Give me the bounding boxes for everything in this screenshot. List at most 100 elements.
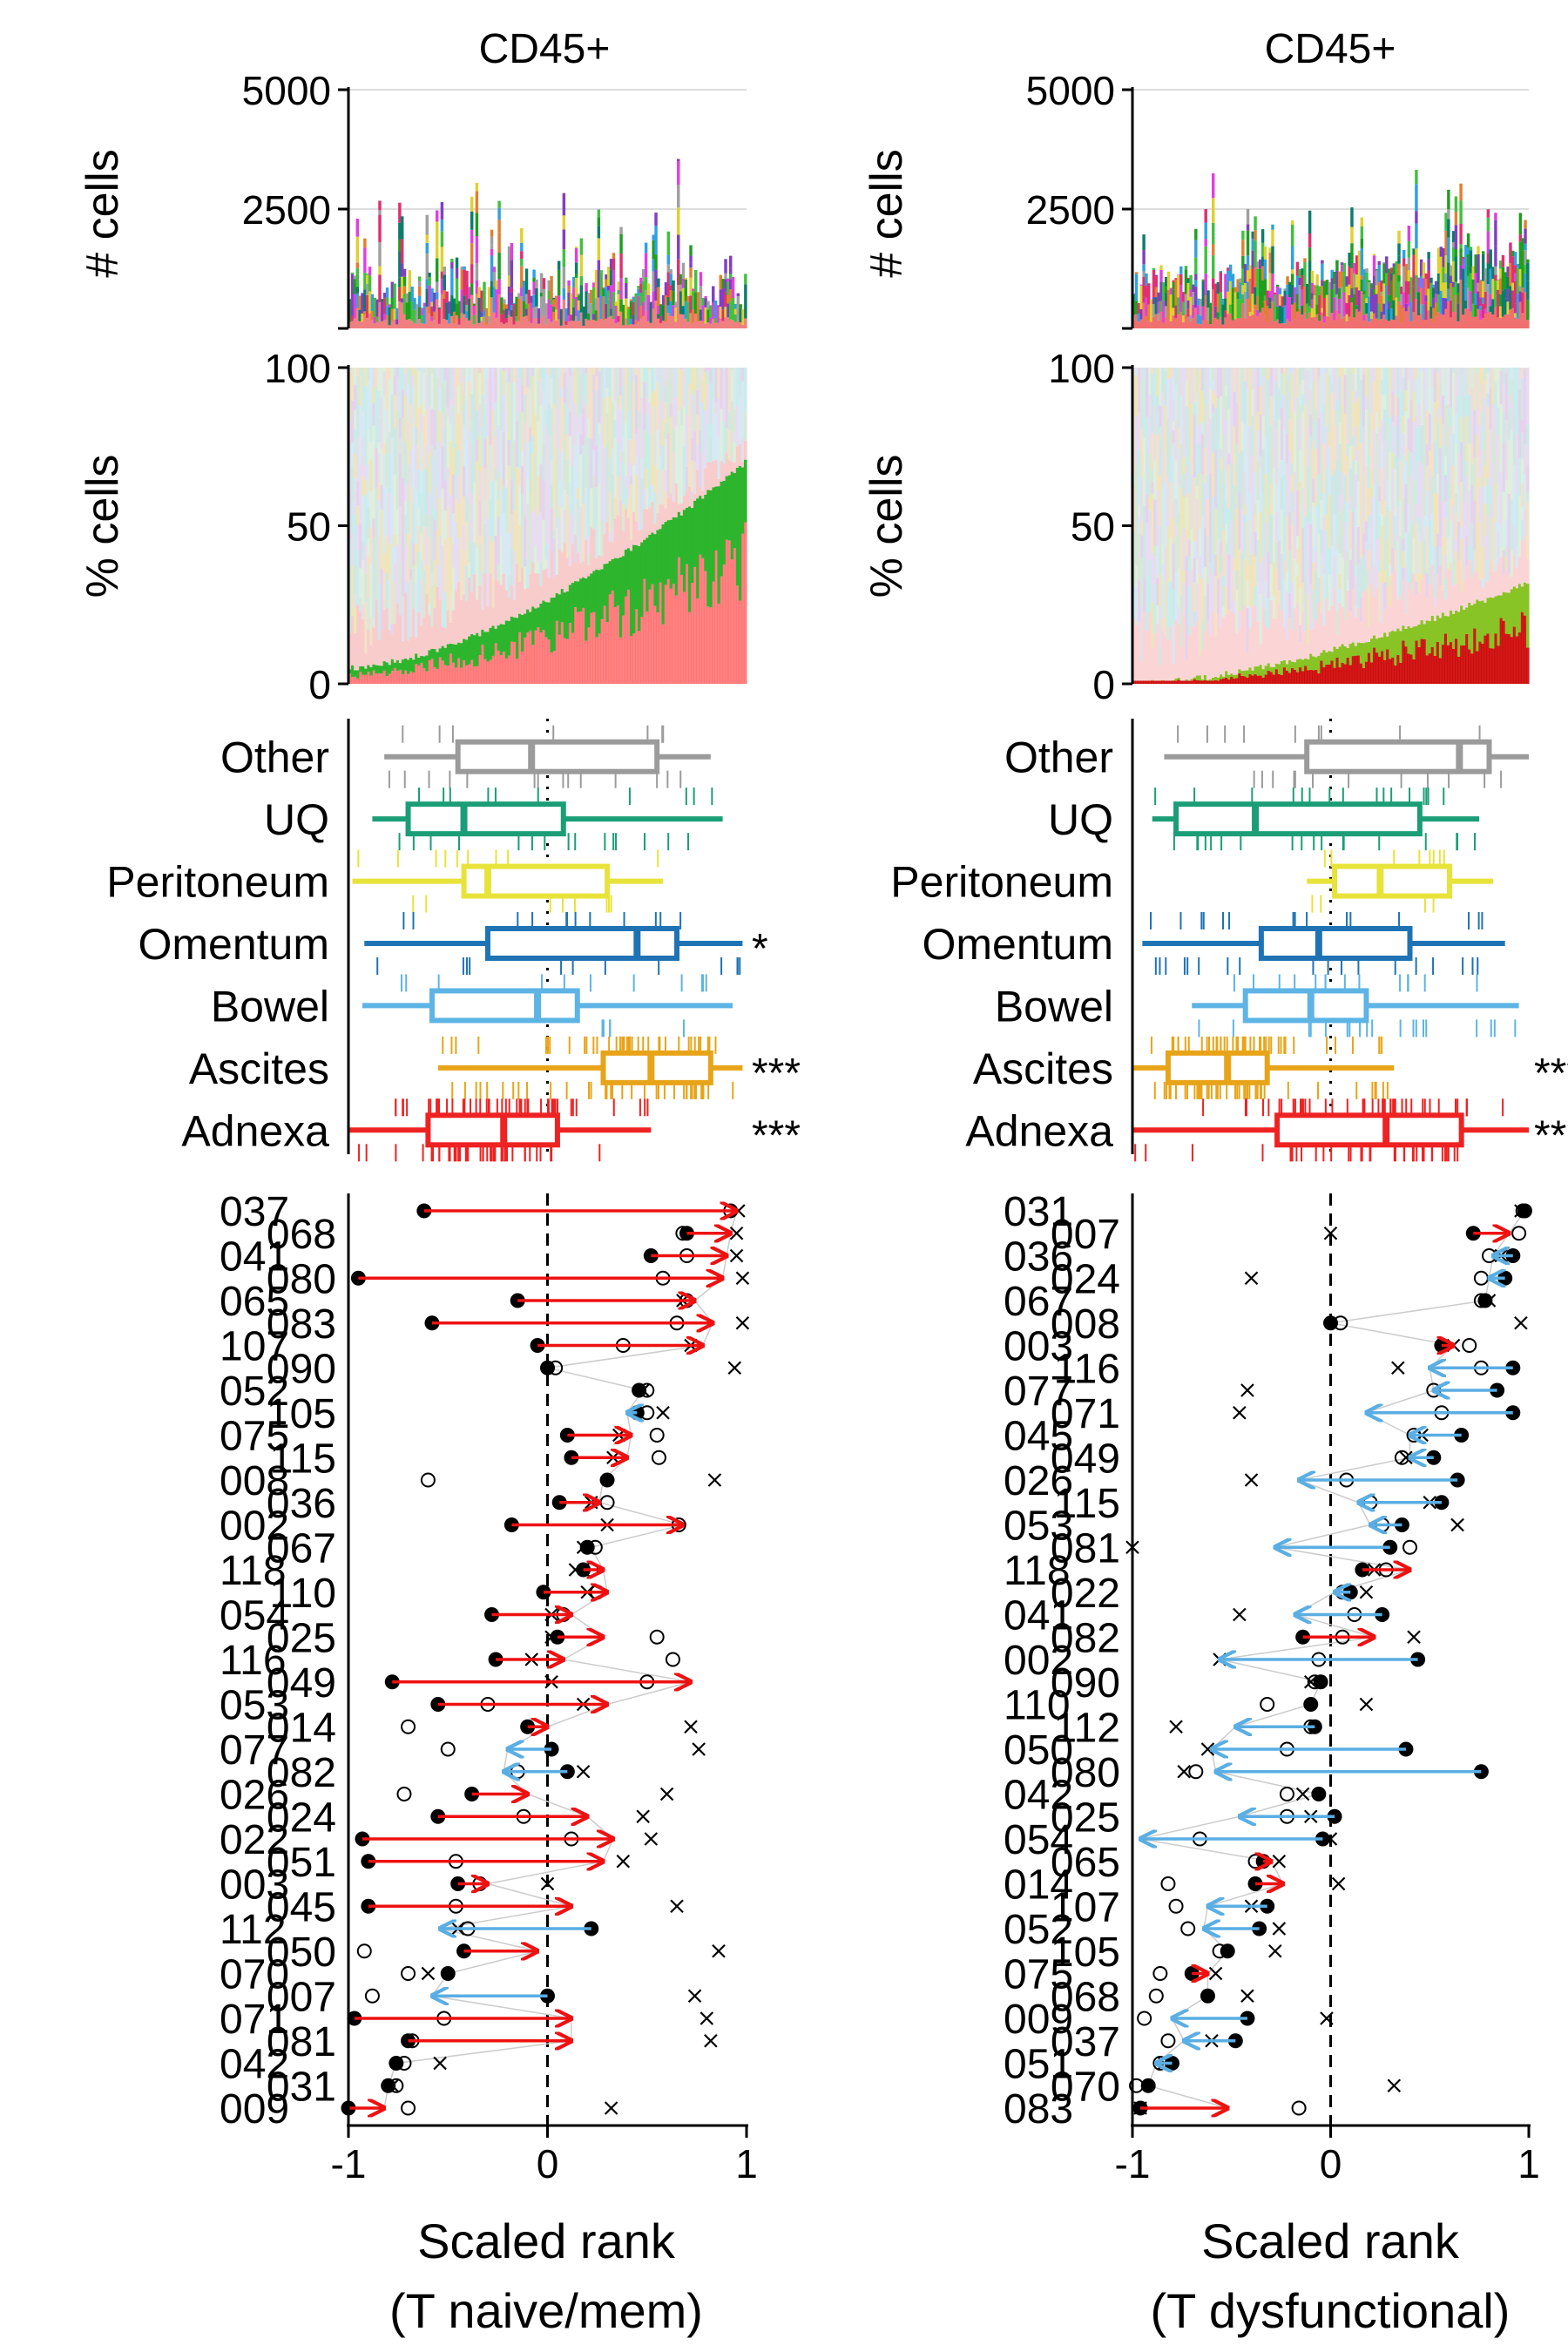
percent-pale-segment <box>1463 441 1466 483</box>
percent-highlight-a <box>552 651 557 684</box>
percent-pale-segment <box>433 409 437 450</box>
percent-pale-segment <box>524 457 527 517</box>
count-bar-segment <box>1192 284 1195 293</box>
percent-pale-segment <box>1285 517 1289 572</box>
percent-pale-segment <box>1402 416 1406 433</box>
count-bar-base <box>1494 307 1497 328</box>
percent-pale-segment <box>1465 461 1469 477</box>
count-bar-base <box>1166 319 1171 328</box>
percent-highlight-a <box>415 664 418 684</box>
count-bar-base <box>1466 308 1470 328</box>
percent-pale-segment <box>682 407 686 447</box>
percent-pale-segment <box>632 382 636 428</box>
count-bar-segment <box>1471 279 1476 304</box>
y-tick-label: 2500 <box>1026 187 1115 233</box>
count-bar-segment <box>1365 272 1369 299</box>
percent-pale-segment <box>1251 368 1255 390</box>
count-bar-segment <box>1436 273 1441 294</box>
percent-pale-segment <box>571 368 575 373</box>
percent-highlight-b <box>504 620 509 659</box>
percent-pale-segment <box>1193 493 1197 520</box>
count-bar-segment <box>1362 290 1366 295</box>
percent-pale-segment <box>1238 611 1241 629</box>
percent-highlight-a <box>1161 680 1165 684</box>
count-bar-segment <box>1315 285 1319 305</box>
percent-highlight-a <box>712 581 716 684</box>
percent-pale-segment <box>600 368 605 417</box>
count-bar-segment <box>450 295 454 316</box>
percent-pale-segment <box>1335 550 1340 611</box>
percent-pale-segment <box>1251 553 1255 606</box>
count-bar-base <box>1400 322 1403 328</box>
count-bar-segment <box>378 241 382 267</box>
count-bar-segment <box>460 289 463 314</box>
count-bar-segment <box>1471 266 1476 280</box>
percent-pale-segment <box>430 457 435 515</box>
percent-pale-segment <box>354 608 357 633</box>
percent-pale-base <box>730 461 734 472</box>
percent-pale-base <box>659 504 663 530</box>
count-bar-segment <box>1427 270 1430 289</box>
percent-pale-segment <box>558 504 562 518</box>
percent-pale-base <box>696 470 700 499</box>
count-bar-base <box>582 325 585 328</box>
count-bar-segment <box>1498 294 1503 307</box>
percent-pale-segment <box>1264 581 1268 610</box>
percent-pale-segment <box>1378 537 1382 561</box>
count-bar-base <box>719 318 723 328</box>
count-bar-base <box>591 320 596 328</box>
count-bar-segment <box>1415 184 1418 212</box>
percent-pale-segment <box>1335 535 1340 551</box>
percent-pale-segment <box>1299 384 1302 405</box>
percent-pale-segment <box>544 559 549 570</box>
count-bar-segment <box>1402 266 1406 293</box>
count-bar-segment <box>654 288 658 301</box>
percent-pale-segment <box>1512 482 1517 526</box>
count-bar-base <box>1263 314 1267 328</box>
percent-pale-segment <box>1214 576 1218 607</box>
percent-highlight-b <box>517 613 522 632</box>
count-bar-segment <box>503 303 506 310</box>
percent-highlight-a <box>380 672 384 684</box>
percent-pale-base <box>598 555 602 571</box>
count-bar-segment <box>1288 281 1292 298</box>
count-bar-segment <box>1429 282 1433 307</box>
percent-pale-segment <box>565 386 570 409</box>
count-bar-segment <box>435 221 439 248</box>
percent-pale-base <box>618 516 623 558</box>
percent-pale-segment <box>398 386 402 418</box>
percent-highlight-a <box>1187 680 1192 684</box>
count-bar-base <box>579 312 584 328</box>
percent-highlight-b <box>577 581 580 612</box>
percent-pale-segment <box>656 368 660 382</box>
count-bar-segment <box>470 211 474 230</box>
count-bar-segment <box>1353 294 1356 318</box>
count-bar-base <box>744 318 747 328</box>
count-bar-segment <box>504 318 509 323</box>
percent-pale-segment <box>1491 403 1496 431</box>
percent-pale-segment <box>1438 565 1443 586</box>
count-bar-segment <box>619 299 623 312</box>
count-bar-segment <box>1295 294 1300 306</box>
percent-pale-base <box>502 573 506 625</box>
percent-pale-segment <box>1354 565 1358 577</box>
percent-pale-segment <box>420 559 423 580</box>
count-bar-segment <box>477 297 481 323</box>
percent-pale-segment <box>1510 402 1514 431</box>
count-bar-segment <box>1216 294 1220 313</box>
count-bar-segment <box>619 278 623 300</box>
count-bar-base <box>689 313 693 328</box>
percent-pale-base <box>382 609 387 662</box>
percent-pale-segment <box>388 368 392 379</box>
sample-cross-point <box>712 1943 726 1958</box>
percent-pale-segment <box>1233 368 1236 392</box>
count-bar-segment <box>373 316 377 324</box>
percent-pale-base <box>1312 628 1315 657</box>
count-bar-segment <box>599 272 603 296</box>
percent-pale-segment <box>1312 478 1315 504</box>
percent-pale-segment <box>1274 368 1279 382</box>
count-bar-segment <box>1355 305 1359 309</box>
percent-highlight-b <box>348 669 352 674</box>
box-category-label: Bowel <box>211 982 329 1031</box>
